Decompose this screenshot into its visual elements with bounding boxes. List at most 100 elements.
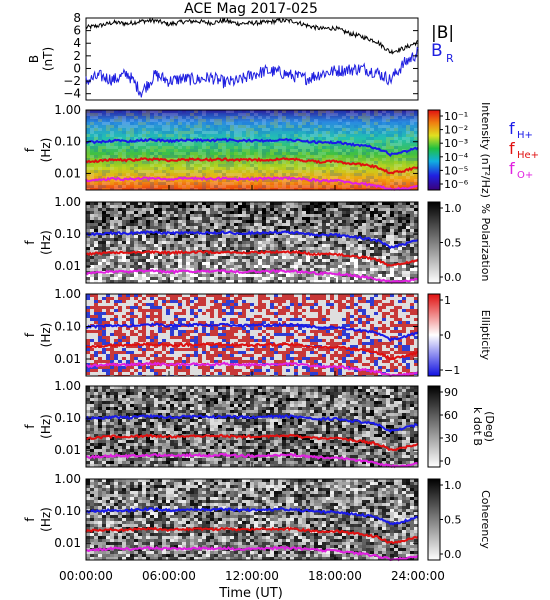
spectrogram-cell xyxy=(142,247,146,250)
spectrogram-cell xyxy=(394,229,398,232)
spectrogram-cell xyxy=(366,235,370,238)
spectrogram-cell xyxy=(386,321,390,324)
spectrogram-cell xyxy=(314,262,318,265)
spectrogram-cell xyxy=(262,241,266,244)
spectrogram-cell xyxy=(90,256,94,259)
spectrogram-cell xyxy=(122,330,126,333)
spectrogram-cell xyxy=(134,330,138,333)
spectrogram-cell xyxy=(318,146,322,149)
spectrogram-cell xyxy=(354,220,358,223)
spectrogram-cell xyxy=(330,327,334,330)
spectrogram-cell xyxy=(234,309,238,312)
spectrogram-cell xyxy=(338,238,342,241)
spectrogram-cell xyxy=(214,309,218,312)
spectrogram-cell xyxy=(314,306,318,309)
spectrogram-cell xyxy=(178,119,182,122)
spectrogram-cell xyxy=(298,179,302,182)
spectrogram-cell xyxy=(122,229,126,232)
spectrogram-cell xyxy=(206,333,210,336)
spectrogram-cell xyxy=(162,238,166,241)
spectrogram-cell xyxy=(366,185,370,188)
spectrogram-cell xyxy=(122,268,126,271)
spectrogram-cell xyxy=(142,188,146,190)
spectrogram-cell xyxy=(158,137,162,140)
spectrogram-cell xyxy=(178,205,182,208)
spectrogram-cell xyxy=(238,250,242,253)
spectrogram-cell xyxy=(138,253,142,256)
spectrogram-cell xyxy=(330,217,334,220)
spectrogram-cell xyxy=(106,164,110,167)
spectrogram-cell xyxy=(226,318,230,321)
spectrogram-cell xyxy=(258,211,262,214)
spectrogram-cell xyxy=(226,149,230,152)
spectrogram-cell xyxy=(242,300,246,303)
spectrogram-cell xyxy=(278,277,282,280)
spectrogram-cell xyxy=(394,265,398,268)
spectrogram-cell xyxy=(346,324,350,327)
spectrogram-cell xyxy=(222,238,226,241)
spectrogram-cell xyxy=(346,226,350,229)
spectrogram-cell xyxy=(210,297,214,300)
spectrogram-cell xyxy=(238,327,242,330)
spectrogram-cell xyxy=(390,256,394,259)
spectrogram-cell xyxy=(382,164,386,167)
spectrogram-cell xyxy=(226,268,230,271)
spectrogram-cell xyxy=(214,223,218,226)
spectrogram-cell xyxy=(118,173,122,176)
spectrogram-cell xyxy=(282,205,286,208)
spectrogram-cell xyxy=(114,188,118,190)
spectrogram-cell xyxy=(374,122,378,125)
spectrogram-cell xyxy=(358,238,362,241)
figure-title: ACE Mag 2017-025 xyxy=(184,1,318,17)
spectrogram-cell xyxy=(286,220,290,223)
spectrogram-cell xyxy=(174,274,178,277)
spectrogram-cell xyxy=(134,226,138,229)
spectrogram-cell xyxy=(338,202,342,205)
spectrogram-cell xyxy=(126,303,130,306)
spectrogram-cell xyxy=(282,241,286,244)
spectrogram-cell xyxy=(398,211,402,214)
spectrogram-cell xyxy=(94,294,98,297)
spectrogram-cell xyxy=(94,256,98,259)
spectrogram-cell xyxy=(126,149,130,152)
spectrogram-cell xyxy=(106,312,110,315)
spectrogram-cell xyxy=(158,271,162,274)
spectrogram-cell xyxy=(302,152,306,155)
spectrogram-cell xyxy=(386,333,390,336)
spectrogram-cell xyxy=(86,315,90,318)
spectrogram-cell xyxy=(278,300,282,303)
spectrogram-cell xyxy=(302,128,306,131)
spectrogram-cell xyxy=(378,164,382,167)
spectrogram-cell xyxy=(258,128,262,131)
spectrogram-cell xyxy=(306,315,310,318)
spectrogram-cell xyxy=(234,134,238,137)
spectrogram-cell xyxy=(146,220,150,223)
spectrogram-cell xyxy=(270,306,274,309)
spectrogram-cell xyxy=(166,173,170,176)
spectrogram-cell xyxy=(374,265,378,268)
spectrogram-cell xyxy=(278,259,282,262)
spectrogram-cell xyxy=(234,122,238,125)
spectrogram-cell xyxy=(226,277,230,280)
spectrogram-cell xyxy=(306,262,310,265)
spectrogram-cell xyxy=(198,315,202,318)
spectrogram-cell xyxy=(358,241,362,244)
spectrogram-cell xyxy=(414,297,418,300)
spectrogram-cell xyxy=(218,155,222,158)
spectrogram-cell xyxy=(290,330,294,333)
spectrogram-cell xyxy=(338,220,342,223)
spectrogram-cell xyxy=(286,149,290,152)
spectrogram-cell xyxy=(154,205,158,208)
spectrogram-cell xyxy=(162,208,166,211)
spectrogram-cell xyxy=(262,303,266,306)
spectrogram-cell xyxy=(146,188,150,190)
spectrogram-cell xyxy=(298,253,302,256)
spectrogram-cell xyxy=(394,220,398,223)
spectrogram-cell xyxy=(226,333,230,336)
spectrogram-cell xyxy=(146,214,150,217)
spectrogram-cell xyxy=(330,306,334,309)
spectrogram-cell xyxy=(286,119,290,122)
spectrogram-cell xyxy=(274,265,278,268)
spectrogram-cell xyxy=(86,211,90,214)
spectrogram-cell xyxy=(306,131,310,134)
